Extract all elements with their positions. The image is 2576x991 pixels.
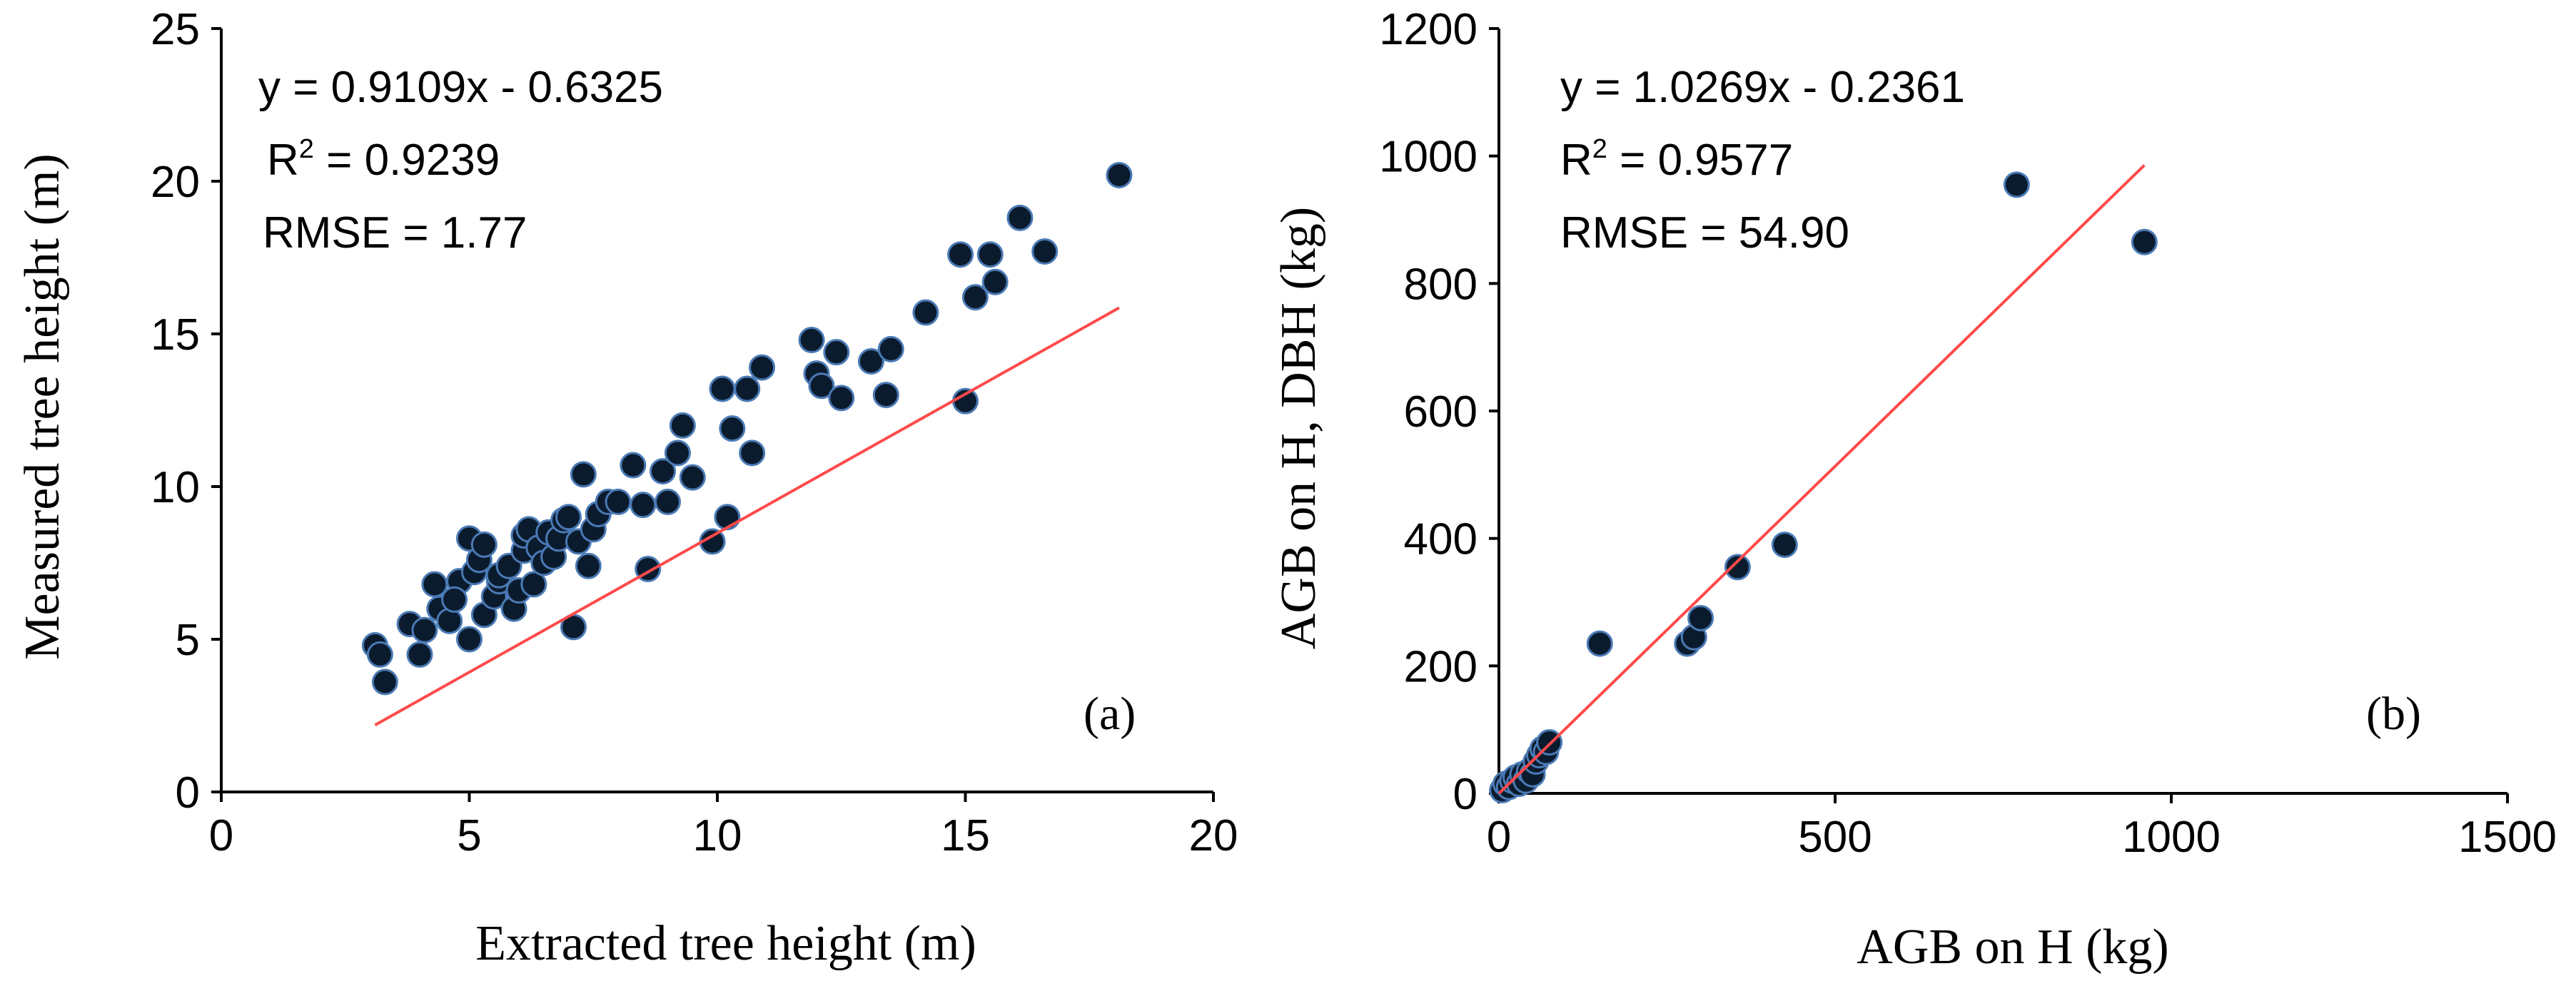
panel-a-r-squared-value: = 0.9239 — [314, 136, 500, 185]
panel-a-data-point — [441, 586, 468, 613]
panel-b-data-point — [1687, 604, 1714, 631]
panel-b-points — [1489, 171, 2158, 804]
panel-a-x-tick-label: 10 — [693, 811, 742, 860]
panel-a-data-point — [421, 571, 448, 598]
panel-a-x-tick-label: 0 — [209, 811, 233, 860]
panel-a-y-tick-label: 20 — [151, 158, 200, 207]
panel-a-tree-height: Measured tree height (m) Extracted tree … — [15, 5, 1238, 971]
panel-b-y-tick-label: 600 — [1404, 387, 1478, 437]
panel-a-data-point — [605, 488, 632, 515]
panel-a-data-point — [655, 488, 681, 515]
panel-a-data-point — [877, 335, 904, 362]
panel-a-data-point — [620, 452, 647, 479]
panel-b-y-tick-label: 1200 — [1379, 5, 1478, 54]
panel-a-data-point — [411, 616, 438, 644]
panel-b-label: (b) — [2366, 688, 2421, 740]
panel-a-data-point — [406, 641, 433, 668]
panel-a-data-point — [714, 504, 741, 531]
panel-a-y-axis-title: Measured tree height (m) — [15, 153, 70, 659]
panel-a-data-point — [366, 641, 393, 668]
panel-a-data-point — [823, 339, 850, 366]
panel-b-biomass: AGB on H, DBH (kg) AGB on H (kg) 0 500 100… — [1271, 5, 2557, 975]
panel-a-x-tick-label: 15 — [941, 811, 990, 860]
panel-a-label: (a) — [1084, 688, 1136, 740]
panel-a-data-point — [650, 458, 677, 485]
panel-a-data-point — [630, 492, 657, 519]
panel-b-data-point — [1724, 554, 1751, 581]
panel-a-data-point — [555, 504, 582, 531]
panel-a-points — [361, 161, 1133, 696]
panel-a-data-point — [872, 382, 899, 409]
panel-b-x-tick-label: 1500 — [2458, 813, 2557, 862]
panel-a-tick-labels: 0 5 10 15 20 0 5 10 15 20 25 — [151, 5, 1238, 860]
panel-a-rmse: RMSE = 1.77 — [263, 208, 527, 258]
panel-b-fit-line — [1497, 164, 2146, 795]
panel-a-data-point — [739, 439, 766, 467]
panel-a-x-axis-title: Extracted tree height (m) — [475, 916, 976, 971]
panel-a-data-point — [981, 268, 1009, 295]
panel-a-data-point — [520, 571, 547, 598]
panel-a-y-tick-label: 15 — [151, 310, 200, 360]
panel-b-r-squared-prefix: R — [1560, 136, 1592, 185]
panel-a-y-tick-label: 25 — [151, 5, 200, 54]
panel-a-data-point — [857, 348, 884, 375]
panel-a-data-point — [669, 412, 696, 439]
panel-a-r-squared-sup: 2 — [299, 134, 314, 164]
panel-a-data-point — [1006, 204, 1034, 231]
panel-b-data-point — [1586, 630, 1613, 657]
panel-b-x-tick-label: 1000 — [2122, 813, 2221, 862]
panel-b-r-squared: R2 = 0.9577 — [1560, 134, 1793, 185]
panel-b-x-tick-label: 0 — [1487, 813, 1511, 862]
panel-a-data-point — [912, 299, 939, 326]
panel-a-data-point — [808, 372, 835, 400]
panel-a-data-point — [961, 284, 989, 311]
panel-a-r-squared: R2 = 0.9239 — [267, 134, 500, 185]
panel-b-x-axis-title: AGB on H (kg) — [1857, 920, 2168, 975]
panel-a-data-point — [947, 241, 974, 268]
panel-a-data-point — [1106, 161, 1133, 188]
panel-b-data-point — [2131, 228, 2158, 255]
panel-a-x-tick-label: 5 — [457, 811, 481, 860]
panel-a-data-point — [436, 607, 463, 634]
panel-b-y-tick-label: 800 — [1404, 260, 1478, 309]
panel-b-y-tick-label: 400 — [1404, 515, 1478, 564]
panel-a-data-point — [828, 385, 855, 412]
panel-a-x-tick-label: 20 — [1189, 811, 1238, 860]
panel-a-data-point — [456, 626, 483, 653]
panel-a-data-point — [371, 669, 398, 696]
panel-a-data-point — [1031, 238, 1059, 265]
panel-a-data-point — [470, 531, 497, 558]
panel-a-data-point — [798, 327, 825, 354]
panel-a-y-tick-label: 10 — [151, 463, 200, 512]
panel-a-y-tick-label: 5 — [176, 616, 200, 665]
panel-a-data-point — [664, 439, 691, 467]
panel-b-y-tick-label: 0 — [1453, 770, 1478, 819]
panel-a-y-tick-label: 0 — [176, 768, 200, 818]
panel-a-data-point — [575, 552, 602, 579]
panel-b-y-axis-title: AGB on H, DBH (kg) — [1271, 207, 1326, 649]
panel-a-data-point — [719, 415, 746, 442]
panel-b-x-tick-label: 500 — [1798, 813, 1872, 862]
panel-b-rmse: RMSE = 54.90 — [1560, 208, 1849, 258]
panel-a-data-point — [679, 464, 706, 491]
panel-a-data-point — [734, 375, 761, 402]
panel-b-equation: y = 1.0269x - 0.2361 — [1560, 63, 1965, 112]
panel-b-tick-labels: 0 500 1000 1500 0 200 400 600 800 1000 1200 — [1379, 5, 2557, 862]
panel-a-equation: y = 0.9109x - 0.6325 — [258, 63, 663, 112]
panel-b-r-squared-value: = 0.9577 — [1607, 136, 1793, 185]
panel-a-ticks — [211, 27, 1215, 802]
panel-a-data-point — [749, 354, 776, 381]
panel-a-data-point — [709, 375, 736, 402]
panel-b-data-point — [2003, 171, 2030, 198]
panel-b-r-squared-sup: 2 — [1592, 134, 1607, 164]
panel-b-y-tick-label: 200 — [1404, 642, 1478, 691]
panel-a-fit-line — [374, 306, 1120, 726]
panel-b-y-tick-label: 1000 — [1379, 133, 1478, 182]
panel-a-r-squared-prefix: R — [267, 136, 299, 185]
panel-a-data-point — [570, 461, 597, 488]
panel-a-data-point — [976, 241, 1004, 268]
panel-b-data-point — [1771, 532, 1798, 559]
